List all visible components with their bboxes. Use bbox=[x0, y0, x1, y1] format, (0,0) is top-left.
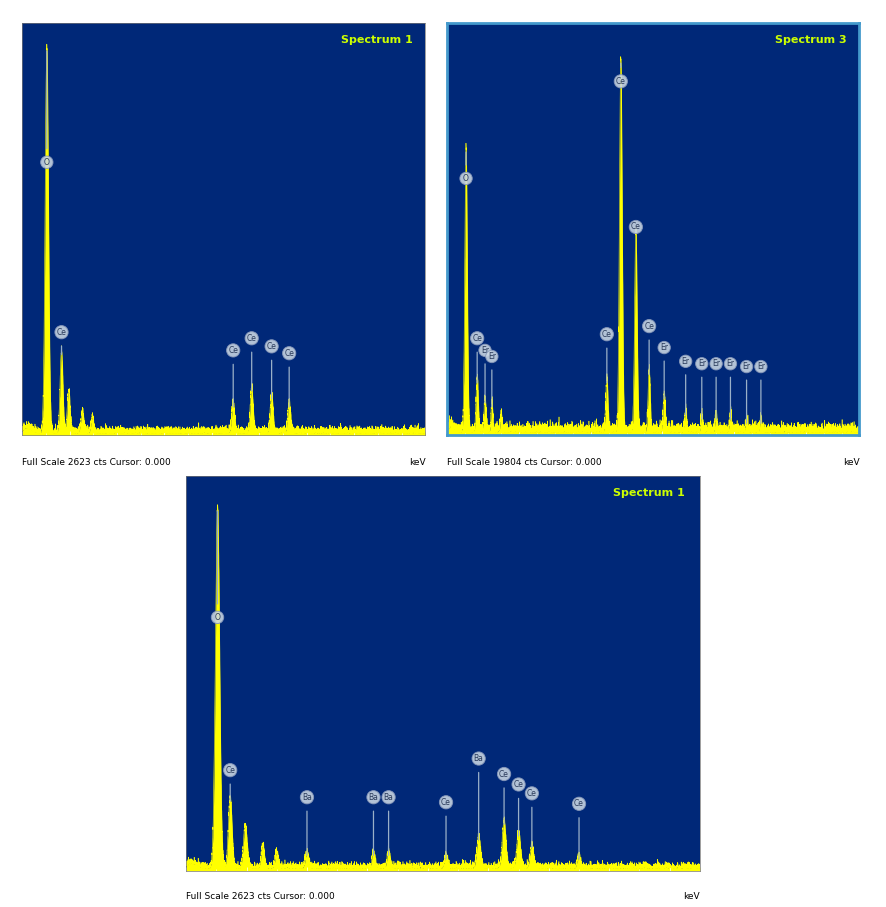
Text: Ce: Ce bbox=[284, 348, 294, 407]
Text: Er: Er bbox=[488, 352, 496, 407]
Text: Er: Er bbox=[727, 359, 734, 419]
Text: O: O bbox=[463, 152, 469, 183]
Text: Full Scale 2623 cts Cursor: 0.000: Full Scale 2623 cts Cursor: 0.000 bbox=[22, 458, 171, 467]
Text: Ce: Ce bbox=[631, 222, 641, 233]
Text: Full Scale 19804 cts Cursor: 0.000: Full Scale 19804 cts Cursor: 0.000 bbox=[447, 458, 602, 467]
Text: Ce: Ce bbox=[247, 334, 257, 391]
Text: Ce: Ce bbox=[602, 330, 612, 383]
Text: Ce: Ce bbox=[514, 780, 524, 836]
Text: Spectrum 3: Spectrum 3 bbox=[775, 35, 847, 45]
Text: Spectrum 1: Spectrum 1 bbox=[341, 35, 413, 45]
Text: Ce: Ce bbox=[527, 789, 537, 847]
Text: Ce: Ce bbox=[267, 342, 276, 399]
Text: Ba: Ba bbox=[369, 793, 378, 855]
Text: Er: Er bbox=[742, 362, 750, 424]
Text: Full Scale 2623 cts Cursor: 0.000: Full Scale 2623 cts Cursor: 0.000 bbox=[186, 892, 335, 902]
Text: Ce: Ce bbox=[472, 334, 482, 383]
Text: Ce: Ce bbox=[225, 766, 235, 801]
Text: keV: keV bbox=[843, 458, 859, 467]
Text: Ce: Ce bbox=[616, 63, 626, 86]
Text: Ba: Ba bbox=[384, 793, 393, 855]
Text: Er: Er bbox=[698, 359, 706, 419]
Text: keV: keV bbox=[408, 458, 425, 467]
Text: Ce: Ce bbox=[574, 799, 584, 859]
Text: Ce: Ce bbox=[57, 327, 66, 355]
Text: Ba: Ba bbox=[474, 754, 484, 840]
Text: Er: Er bbox=[681, 356, 689, 415]
Text: O: O bbox=[44, 51, 50, 167]
Text: Er: Er bbox=[757, 362, 765, 424]
Text: Er: Er bbox=[660, 343, 668, 399]
Text: Ce: Ce bbox=[229, 346, 238, 407]
Text: keV: keV bbox=[683, 892, 700, 902]
Text: Er: Er bbox=[481, 346, 489, 403]
Text: Spectrum 1: Spectrum 1 bbox=[613, 488, 685, 498]
Text: O: O bbox=[214, 511, 221, 622]
Text: Ce: Ce bbox=[644, 322, 654, 375]
Text: Ce: Ce bbox=[441, 798, 451, 859]
Text: Er: Er bbox=[712, 359, 720, 419]
Text: Ba: Ba bbox=[302, 793, 312, 855]
Text: Ce: Ce bbox=[499, 769, 509, 824]
